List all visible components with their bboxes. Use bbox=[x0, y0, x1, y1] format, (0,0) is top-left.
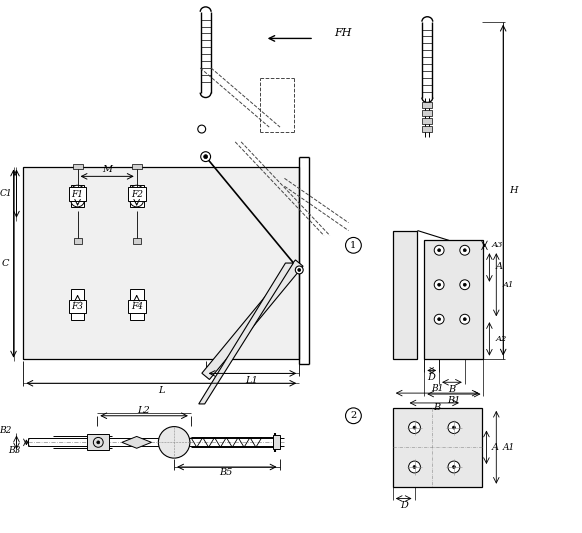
Text: A1: A1 bbox=[502, 281, 513, 289]
Circle shape bbox=[295, 266, 303, 274]
Text: 2: 2 bbox=[350, 411, 357, 420]
Bar bbox=[128, 300, 146, 313]
Text: F3: F3 bbox=[72, 302, 84, 311]
Circle shape bbox=[434, 245, 444, 255]
Bar bbox=[272, 435, 279, 449]
Bar bbox=[69, 187, 87, 201]
Circle shape bbox=[438, 283, 441, 286]
Bar bbox=[423, 102, 432, 108]
Circle shape bbox=[204, 155, 208, 159]
Circle shape bbox=[413, 426, 416, 429]
Circle shape bbox=[130, 185, 144, 199]
Text: B1: B1 bbox=[447, 397, 460, 406]
Bar bbox=[70, 289, 84, 320]
Text: B: B bbox=[434, 403, 441, 413]
Circle shape bbox=[434, 280, 444, 289]
Circle shape bbox=[198, 125, 205, 133]
Bar bbox=[423, 118, 432, 124]
Text: L2: L2 bbox=[137, 406, 150, 415]
Text: 1: 1 bbox=[350, 241, 357, 250]
Text: FH: FH bbox=[333, 28, 351, 38]
Circle shape bbox=[448, 461, 460, 473]
Text: C: C bbox=[2, 259, 9, 268]
Bar bbox=[73, 164, 83, 169]
Bar bbox=[70, 185, 84, 207]
Bar bbox=[69, 300, 87, 313]
Circle shape bbox=[70, 185, 84, 199]
Circle shape bbox=[70, 193, 84, 207]
Text: F2: F2 bbox=[131, 190, 143, 199]
Text: C1: C1 bbox=[0, 189, 13, 198]
Circle shape bbox=[409, 461, 420, 473]
Text: A: A bbox=[495, 262, 502, 271]
Circle shape bbox=[463, 318, 466, 321]
Bar bbox=[132, 164, 141, 169]
Text: L1: L1 bbox=[246, 376, 258, 385]
Circle shape bbox=[434, 314, 444, 324]
Bar bbox=[74, 238, 81, 244]
Circle shape bbox=[452, 465, 455, 469]
Circle shape bbox=[460, 280, 470, 289]
Circle shape bbox=[158, 426, 190, 458]
Text: A1: A1 bbox=[502, 443, 514, 452]
Bar bbox=[23, 166, 299, 359]
Polygon shape bbox=[199, 263, 293, 404]
Text: A: A bbox=[491, 443, 498, 452]
Circle shape bbox=[413, 465, 416, 469]
Text: B2: B2 bbox=[0, 426, 12, 435]
Circle shape bbox=[448, 422, 460, 433]
Text: F1: F1 bbox=[72, 190, 84, 199]
Text: H: H bbox=[509, 185, 517, 195]
Bar bbox=[423, 126, 432, 132]
Circle shape bbox=[463, 249, 466, 252]
Circle shape bbox=[460, 245, 470, 255]
Text: D: D bbox=[400, 501, 407, 510]
Bar bbox=[393, 231, 417, 359]
Circle shape bbox=[438, 249, 441, 252]
Circle shape bbox=[298, 269, 301, 271]
Text: B: B bbox=[448, 385, 456, 394]
Text: B3: B3 bbox=[8, 446, 20, 455]
Text: L: L bbox=[158, 386, 165, 394]
Text: M: M bbox=[102, 165, 112, 174]
Bar bbox=[130, 185, 144, 207]
Circle shape bbox=[130, 193, 144, 207]
Circle shape bbox=[438, 318, 441, 321]
Text: A3: A3 bbox=[491, 241, 503, 249]
Circle shape bbox=[97, 441, 100, 444]
Circle shape bbox=[409, 422, 420, 433]
Circle shape bbox=[452, 426, 455, 429]
Bar bbox=[133, 238, 141, 244]
Bar bbox=[424, 240, 484, 359]
Circle shape bbox=[463, 283, 466, 286]
Text: A2: A2 bbox=[495, 335, 507, 343]
Bar bbox=[423, 110, 432, 116]
Polygon shape bbox=[202, 260, 303, 379]
Text: D: D bbox=[427, 373, 435, 382]
Bar bbox=[393, 408, 481, 487]
Text: B1: B1 bbox=[431, 384, 443, 393]
Circle shape bbox=[201, 152, 211, 161]
Circle shape bbox=[460, 314, 470, 324]
Bar bbox=[128, 187, 146, 201]
Bar bbox=[130, 289, 144, 320]
Bar bbox=[87, 434, 109, 450]
Polygon shape bbox=[122, 437, 151, 448]
Text: F4: F4 bbox=[131, 302, 143, 311]
Text: B5: B5 bbox=[219, 469, 232, 478]
